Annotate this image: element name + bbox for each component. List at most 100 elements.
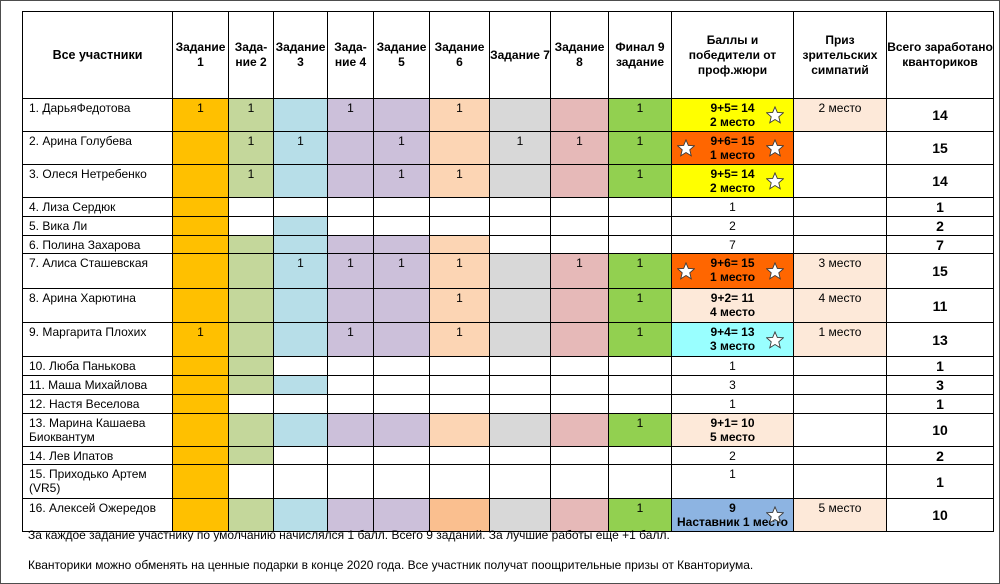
- total-kvantoriki: 2: [886, 446, 994, 465]
- table-row: 11. Маша Михайлова 3 3: [22, 375, 994, 395]
- task-cell: 1: [373, 131, 430, 165]
- task-cell: [228, 322, 274, 357]
- task-cell: [550, 446, 609, 465]
- jury-score: 2: [671, 446, 794, 465]
- participant-name: 2. Арина Голубева: [22, 131, 173, 165]
- star-icon: [765, 105, 785, 124]
- jury-score: 1: [671, 394, 794, 414]
- task-cell: [273, 498, 328, 532]
- task-cell: [327, 394, 374, 414]
- jury-points: 7: [729, 238, 736, 252]
- task-cell: [172, 413, 229, 447]
- audience-prize: 5 место: [793, 498, 887, 532]
- task-cell: [172, 235, 229, 254]
- task-cell: [327, 446, 374, 465]
- task-cell: [172, 446, 229, 465]
- task-cell: 1: [608, 98, 672, 132]
- task-cell: [373, 98, 430, 132]
- task-cell: [608, 235, 672, 254]
- task-cell: [327, 131, 374, 165]
- jury-points: 1: [729, 359, 736, 373]
- audience-prize: 1 место: [793, 322, 887, 357]
- task-cell: 1: [608, 288, 672, 323]
- task-cell: 1: [550, 131, 609, 165]
- task-cell: [429, 464, 490, 499]
- task-cell: [273, 394, 328, 414]
- task-cell: [429, 413, 490, 447]
- jury-score: 2: [671, 216, 794, 236]
- task-cell: 1: [172, 322, 229, 357]
- task-cell: [228, 498, 274, 532]
- task-cell: [608, 197, 672, 217]
- task-cell: 1: [608, 253, 672, 289]
- participant-name: 14. Лев Ипатов: [22, 446, 173, 465]
- task-cell: [373, 498, 430, 532]
- table-row: 4. Лиза Сердюк 1 1: [22, 197, 994, 217]
- note-scoring: За каждое задание участнику по умолчанию…: [28, 528, 670, 542]
- task-cell: [489, 322, 551, 357]
- task-cell: [327, 235, 374, 254]
- table-row: 7. Алиса Сташевская 1 1 1 1 1 1 9+6= 15 1 место 3…: [22, 253, 994, 289]
- jury-score: 9+6= 15 1 место: [671, 253, 794, 289]
- participant-name: 8. Арина Харютина: [22, 288, 173, 323]
- column-header: Приз зрительских симпатий: [793, 11, 887, 99]
- task-cell: [373, 375, 430, 395]
- task-cell: 1: [608, 164, 672, 198]
- jury-place: 1 место: [709, 148, 756, 162]
- task-cell: [489, 197, 551, 217]
- column-header: Задани­e 7: [489, 11, 551, 99]
- column-header: Задан­ие 6: [429, 11, 490, 99]
- task-cell: [550, 164, 609, 198]
- task-cell: [608, 446, 672, 465]
- jury-score: 7: [671, 235, 794, 254]
- task-cell: [273, 98, 328, 132]
- task-cell: [373, 394, 430, 414]
- task-cell: [273, 413, 328, 447]
- jury-score: 9+4= 13 3 место: [671, 322, 794, 357]
- jury-points: 1: [729, 397, 736, 411]
- task-cell: [327, 413, 374, 447]
- task-cell: [172, 356, 229, 376]
- participant-name: 13. Марина Кашаева Биоквантум: [22, 413, 173, 447]
- participant-name: 11. Маша Михайлова: [22, 375, 173, 395]
- audience-prize: 2 место: [793, 98, 887, 132]
- task-cell: [373, 197, 430, 217]
- task-cell: [550, 413, 609, 447]
- column-header: Все участники: [22, 11, 173, 99]
- task-cell: 1: [273, 253, 328, 289]
- jury-score: 1: [671, 197, 794, 217]
- audience-prize: [793, 375, 887, 395]
- jury-score: 9+5= 14 2 место: [671, 98, 794, 132]
- task-cell: [489, 464, 551, 499]
- task-cell: [608, 464, 672, 499]
- audience-prize: [793, 356, 887, 376]
- participant-name: 16. Алексей Ожередов: [22, 498, 173, 532]
- task-cell: [550, 464, 609, 499]
- task-cell: [172, 216, 229, 236]
- task-cell: [489, 164, 551, 198]
- audience-prize: [793, 131, 887, 165]
- jury-place: 2 место: [709, 115, 756, 129]
- task-cell: [228, 235, 274, 254]
- task-cell: 1: [608, 322, 672, 357]
- jury-points: 9+6= 15: [710, 134, 755, 148]
- task-cell: 1: [327, 322, 374, 357]
- participant-name: 12. Настя Веселова: [22, 394, 173, 414]
- total-kvantoriki: 1: [886, 197, 994, 217]
- column-header: Всего заработано кванториков: [886, 11, 994, 99]
- total-kvantoriki: 1: [886, 464, 994, 499]
- task-cell: [327, 216, 374, 236]
- jury-points: 9+2= 11: [710, 291, 755, 305]
- table-row: 13. Марина Кашаева Биоквантум 1 9+1= 10 5 м…: [22, 413, 994, 447]
- star-icon: [765, 138, 785, 157]
- total-kvantoriki: 15: [886, 253, 994, 289]
- task-cell: [429, 498, 490, 532]
- task-cell: [273, 235, 328, 254]
- task-cell: [228, 356, 274, 376]
- task-cell: 1: [608, 413, 672, 447]
- task-cell: [608, 394, 672, 414]
- task-cell: 1: [327, 253, 374, 289]
- task-cell: [608, 216, 672, 236]
- jury-score: 9+2= 11 4 место: [671, 288, 794, 323]
- task-cell: [228, 464, 274, 499]
